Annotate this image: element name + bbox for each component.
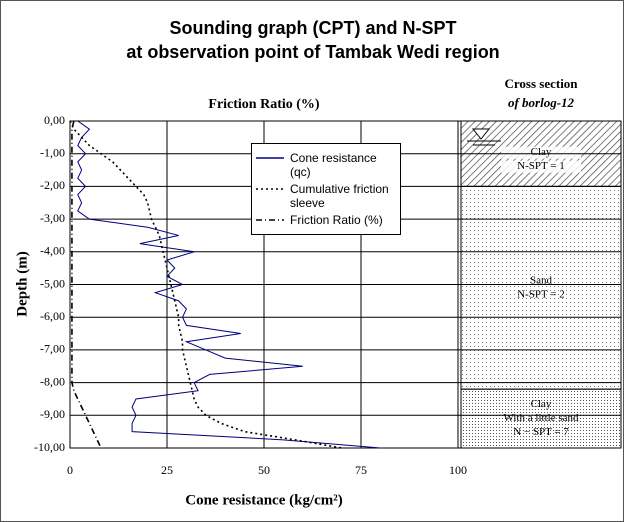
y-tick-label: -7,00 xyxy=(40,342,65,356)
x-tick-label: 100 xyxy=(449,463,467,477)
chart-title: at observation point of Tambak Wedi regi… xyxy=(126,42,499,62)
water-table xyxy=(471,128,491,140)
plot-frame xyxy=(69,120,459,449)
legend: Cone resistance (qc) Cumulative friction … xyxy=(251,143,401,235)
x-tick-label: 25 xyxy=(161,463,173,477)
label-bg xyxy=(501,146,581,159)
data-line xyxy=(71,120,102,449)
x-tick-label: 75 xyxy=(355,463,367,477)
legend-entry: Friction Ratio (%) xyxy=(256,213,396,227)
top-axis-label: Friction Ratio (%) xyxy=(208,97,320,112)
layer-label: N − SPT = 7 xyxy=(513,426,569,438)
label-bg xyxy=(501,160,581,173)
x-axis-label: Cone resistance (kg/cm²) xyxy=(185,492,343,508)
y-tick-label: -2,00 xyxy=(40,178,65,192)
layer-label: Clay xyxy=(531,398,552,410)
legend-label: Cone resistance (qc) xyxy=(290,151,377,179)
x-tick-label: 50 xyxy=(258,463,270,477)
soil-layer xyxy=(460,185,622,390)
layer-label: With a little sand xyxy=(503,412,579,424)
y-tick-label: -6,00 xyxy=(40,309,65,323)
y-tick-label: -1,00 xyxy=(40,145,65,159)
y-tick-label: -4,00 xyxy=(40,244,65,258)
legend-entry: Cone resistance (qc) xyxy=(256,151,396,179)
legend-swatch xyxy=(256,188,284,190)
y-tick-label: -9,00 xyxy=(40,407,65,421)
legend-swatch xyxy=(256,219,284,221)
section-title: Cross section xyxy=(504,76,578,91)
layer-label: Clay xyxy=(531,146,552,158)
layer-label: N-SPT = 1 xyxy=(517,160,565,172)
y-tick-label: -10,00 xyxy=(34,440,65,454)
layer-label: Sand xyxy=(530,274,553,286)
legend-label: Cumulative friction sleeve xyxy=(290,182,389,210)
data-line xyxy=(69,120,342,449)
legend-swatch xyxy=(256,157,284,159)
y-tick-label: -8,00 xyxy=(40,374,65,388)
section-title: of borlog-12 xyxy=(508,95,575,110)
soil-layer xyxy=(460,388,622,449)
y-axis-label: Depth (m) xyxy=(14,251,30,316)
y-tick-label: -5,00 xyxy=(40,276,65,290)
y-tick-label: -3,00 xyxy=(40,211,65,225)
layer-label: N-SPT = 2 xyxy=(517,288,565,300)
chart-title: Sounding graph (CPT) and N-SPT xyxy=(170,18,457,38)
legend-entry: Cumulative friction sleeve xyxy=(256,182,396,210)
y-tick-label: 0,00 xyxy=(44,113,65,127)
x-tick-label: 0 xyxy=(67,463,73,477)
legend-label: Friction Ratio (%) xyxy=(290,213,383,227)
data-line xyxy=(77,120,381,449)
